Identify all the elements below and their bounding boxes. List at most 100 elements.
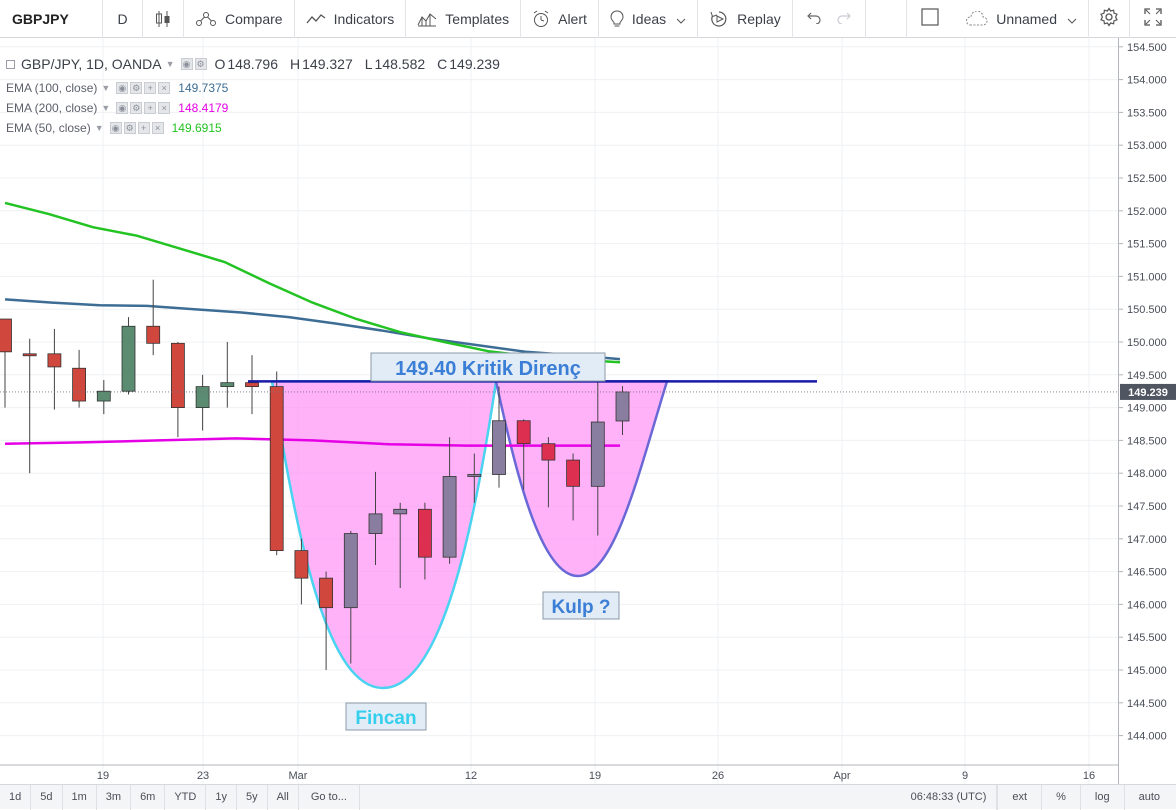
- candle-body: [195, 386, 210, 409]
- ideas-button[interactable]: Ideas: [599, 0, 699, 38]
- time-tick-label: 23: [197, 770, 209, 782]
- eye-icon[interactable]: ◉: [116, 102, 129, 114]
- price-tick-label: 148.000: [1127, 468, 1167, 480]
- ema100-line: [4, 298, 621, 361]
- price-scale[interactable]: 154.500 154.000 153.500 153.000 152.500 152.0…: [1118, 38, 1176, 784]
- price-tick-label: 153.000: [1127, 140, 1167, 152]
- candle-body: [146, 325, 161, 344]
- indicator-value: 148.4179: [178, 101, 229, 115]
- candle-body: [170, 342, 185, 409]
- range-button-1y[interactable]: 1y: [206, 784, 237, 810]
- close-icon[interactable]: ×: [158, 102, 171, 114]
- close-icon[interactable]: ×: [151, 122, 164, 134]
- legend-indicator-row: EMA (100, close) ▼ ◉ ⚙ + × 149.7375: [6, 78, 500, 98]
- range-button-3m[interactable]: 3m: [97, 784, 132, 810]
- ideas-label: Ideas: [631, 10, 667, 27]
- add-icon[interactable]: +: [144, 102, 157, 114]
- candle-body: [467, 474, 482, 477]
- goto-button[interactable]: Go to...: [299, 784, 360, 810]
- alert-button[interactable]: Alert: [521, 0, 599, 38]
- layout-name-button[interactable]: Unnamed: [953, 0, 1089, 38]
- cup-annotation-text: Fincan: [355, 708, 416, 729]
- open-label: O: [214, 56, 226, 72]
- range-button-ytd[interactable]: YTD: [165, 784, 207, 810]
- price-tick-label: 149.500: [1127, 370, 1167, 382]
- caret-down-icon[interactable]: ▼: [101, 103, 111, 113]
- symbol-label: GBPJPY: [12, 10, 69, 27]
- settings-small-icon[interactable]: ⚙: [194, 58, 207, 70]
- add-icon[interactable]: +: [144, 82, 157, 94]
- candles: [0, 279, 630, 670]
- eye-icon[interactable]: ◉: [116, 82, 129, 94]
- ema200-line: [4, 437, 620, 447]
- time-tick-label: 26: [712, 770, 724, 782]
- square-icon: [921, 8, 939, 29]
- eye-icon[interactable]: ◉: [109, 122, 122, 134]
- settings-small-icon[interactable]: ⚙: [130, 82, 143, 94]
- log-toggle[interactable]: log: [1079, 784, 1124, 810]
- range-label: 1d: [9, 791, 22, 803]
- handle-shape: [494, 380, 669, 578]
- redo-button[interactable]: [829, 0, 866, 38]
- chart-type-button[interactable]: [143, 0, 184, 38]
- time-tick-label: 12: [465, 770, 477, 782]
- caret-down-icon[interactable]: ▼: [165, 59, 175, 69]
- replay-button[interactable]: Replay: [698, 0, 793, 38]
- last-price-label: 149.239: [1128, 387, 1168, 399]
- legend-title: GBP/JPY, 1D, OANDA: [21, 56, 162, 72]
- chart-canvas[interactable]: 19 23 Mar 12 19 26 Apr 9 16 149.40 Kritik Direnç F…: [0, 38, 1118, 784]
- price-tick-label: 150.500: [1127, 304, 1167, 316]
- range-label: 5d: [40, 791, 53, 803]
- caret-down-icon[interactable]: ▼: [101, 83, 111, 93]
- auto-toggle[interactable]: auto: [1123, 784, 1176, 810]
- caret-down-icon[interactable]: ▼: [94, 123, 104, 133]
- indicators-button[interactable]: Indicators: [295, 0, 407, 38]
- resistance-annotation: 149.40 Kritik Direnç: [370, 352, 606, 382]
- templates-button[interactable]: Templates: [406, 0, 522, 38]
- settings-small-icon[interactable]: ⚙: [123, 122, 136, 134]
- price-tick-label: 146.500: [1127, 567, 1167, 579]
- log-label: log: [1094, 791, 1110, 803]
- price-tick-label: 154.000: [1127, 75, 1167, 87]
- candle-body: [393, 508, 408, 515]
- range-buttons: 1d 5d 1m 3m 6m YTD 1y 5y All: [0, 784, 299, 810]
- templates-icon: [417, 11, 437, 27]
- close-icon[interactable]: ×: [158, 82, 171, 94]
- open-value: 148.796: [227, 56, 278, 72]
- clock-label: 06:48:33 (UTC): [910, 791, 987, 803]
- settings-small-icon[interactable]: ⚙: [130, 102, 143, 114]
- goto-label: Go to...: [310, 791, 347, 803]
- candle-body: [442, 476, 457, 558]
- range-button-all[interactable]: All: [268, 784, 299, 810]
- bottom-bar: 1d 5d 1m 3m 6m YTD 1y 5y All Go to... 06:48:33 (…: [0, 784, 1176, 810]
- interval-button[interactable]: D: [103, 0, 143, 38]
- range-button-5y[interactable]: 5y: [237, 784, 268, 810]
- price-tick-label: 145.500: [1127, 632, 1167, 644]
- undo-button[interactable]: [793, 0, 829, 38]
- close-label: C: [437, 56, 448, 72]
- collapse-legend-icon[interactable]: [6, 59, 15, 69]
- candle-body: [294, 550, 309, 579]
- price-tick-label: 153.500: [1127, 107, 1167, 119]
- range-button-1m[interactable]: 1m: [63, 784, 97, 810]
- range-label: 3m: [105, 791, 122, 803]
- percent-toggle[interactable]: %: [1041, 784, 1080, 810]
- add-icon[interactable]: +: [137, 122, 150, 134]
- compare-button[interactable]: Compare: [184, 0, 295, 38]
- candle-body: [343, 533, 358, 609]
- layout-name-label: Unnamed: [996, 10, 1057, 27]
- fullscreen-toggle-button[interactable]: [906, 0, 953, 38]
- range-button-1d[interactable]: 1d: [0, 784, 32, 810]
- candle-body: [492, 420, 506, 475]
- chart-pane[interactable]: 19 23 Mar 12 19 26 Apr 9 16 149.40 Kritik Direnç F…: [0, 38, 1118, 784]
- settings-button[interactable]: [1089, 0, 1130, 38]
- range-button-6m[interactable]: 6m: [131, 784, 166, 810]
- price-tick-label: 150.000: [1127, 337, 1167, 349]
- symbol-search-button[interactable]: GBPJPY: [0, 0, 103, 38]
- expand-button[interactable]: [1130, 0, 1176, 38]
- eye-icon[interactable]: ◉: [180, 58, 193, 70]
- range-button-5d[interactable]: 5d: [31, 784, 63, 810]
- range-label: 6m: [140, 791, 156, 803]
- candle-body: [590, 421, 605, 487]
- ext-toggle[interactable]: ext: [997, 784, 1041, 810]
